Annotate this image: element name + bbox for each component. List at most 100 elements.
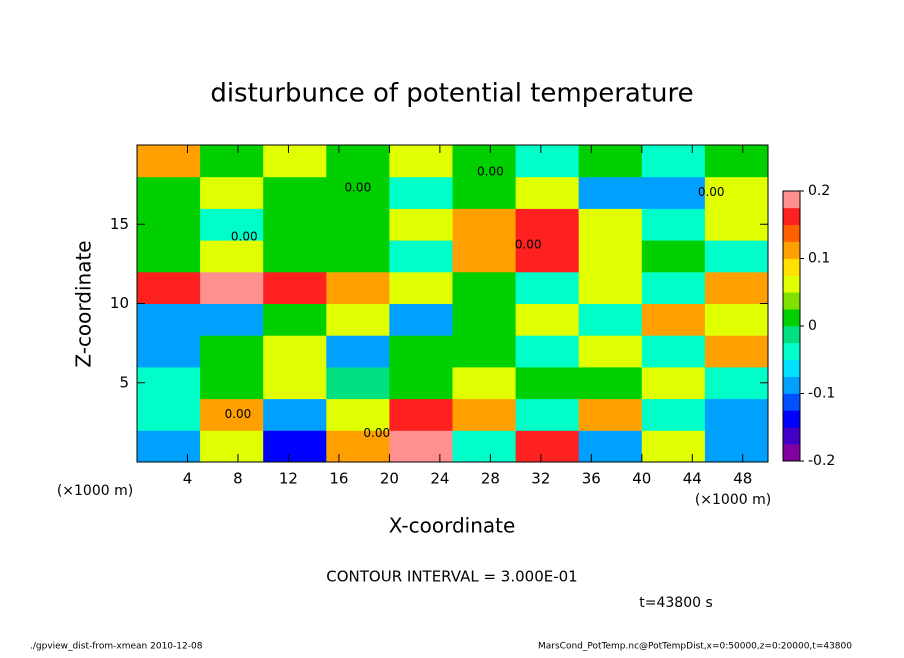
colorbar-bin <box>783 207 800 226</box>
colorbar-tick-label: -0.2 <box>808 453 835 469</box>
cell <box>515 335 580 368</box>
contour-label: 0.00 <box>698 185 725 199</box>
cell <box>200 240 264 273</box>
cell <box>389 145 453 178</box>
cell <box>263 430 327 463</box>
cell <box>641 430 706 463</box>
cell <box>704 303 769 336</box>
y-tick-label: 15 <box>110 215 129 233</box>
footer-left: ./gpview_dist-from-xmean 2010-12-08 <box>30 642 203 652</box>
cell <box>200 145 264 178</box>
colorbar-bin <box>783 410 800 428</box>
contour-label: 0.00 <box>231 229 258 243</box>
cell <box>326 240 390 273</box>
cell <box>515 145 580 178</box>
colorbar-bin <box>783 326 800 344</box>
cell <box>704 240 769 273</box>
cell <box>452 398 517 431</box>
cell <box>578 240 643 273</box>
cell <box>641 208 706 241</box>
cell <box>515 398 580 431</box>
cell <box>263 271 327 304</box>
footer-right: MarsCond_PotTemp.nc@PotTempDist,x=0:5000… <box>538 642 852 652</box>
cell <box>515 176 580 209</box>
cell <box>704 430 769 463</box>
contour-label: 0.00 <box>515 237 542 251</box>
cell <box>452 176 517 209</box>
contour-label: 0.00 <box>225 407 252 421</box>
y-axis-label: Z-coordinate <box>72 240 96 367</box>
cell <box>200 176 264 209</box>
cell <box>137 303 201 336</box>
cell <box>137 176 201 209</box>
cell <box>389 208 453 241</box>
cell <box>641 366 706 400</box>
cell <box>263 240 327 273</box>
cell <box>326 398 390 431</box>
colorbar-tick-label: 0 <box>808 318 817 334</box>
colorbar-bin <box>783 258 800 276</box>
x-tick-label: 4 <box>183 470 193 488</box>
colorbar-bin <box>783 224 800 242</box>
cell <box>326 335 390 368</box>
colorbar-bin <box>783 359 800 377</box>
cell <box>704 271 769 304</box>
cell <box>200 335 264 368</box>
cell <box>263 145 327 178</box>
cell <box>515 303 580 336</box>
cell <box>326 271 390 304</box>
contour-label: 0.00 <box>363 426 390 440</box>
cell <box>263 176 327 209</box>
cell <box>263 335 327 368</box>
cell <box>704 398 769 431</box>
cell <box>515 430 580 463</box>
cell <box>326 430 390 463</box>
cell <box>326 176 390 209</box>
cell <box>704 366 769 400</box>
cell <box>578 430 643 463</box>
cell <box>452 335 517 368</box>
cell <box>137 335 201 368</box>
colorbar-tick-label: 0.2 <box>808 183 830 199</box>
cell <box>389 366 453 400</box>
cell <box>137 208 201 241</box>
x-tick-label: 32 <box>531 470 550 488</box>
colorbar-bin <box>783 376 800 394</box>
cell <box>452 366 517 400</box>
x-tick-label: 8 <box>233 470 243 488</box>
cell <box>641 398 706 431</box>
x-tick-label: 16 <box>329 470 348 488</box>
cell <box>389 271 453 304</box>
cell <box>263 208 327 241</box>
colorbar-bin <box>783 427 800 445</box>
contour-label: 0.00 <box>477 164 504 178</box>
cell <box>389 398 453 431</box>
cell <box>578 271 643 304</box>
cell <box>200 366 264 400</box>
x-axis-label: X-coordinate <box>389 514 516 538</box>
cell <box>578 145 643 178</box>
colorbar-bin <box>783 309 800 327</box>
cell <box>452 430 517 463</box>
colorbar-bin <box>783 241 800 259</box>
cell <box>641 335 706 368</box>
cell <box>515 366 580 400</box>
contour-label: 0.00 <box>344 180 371 194</box>
cell <box>137 145 201 178</box>
x-tick-label: 48 <box>733 470 752 488</box>
x-tick-label: 28 <box>481 470 500 488</box>
time-label: t=43800 s <box>639 595 713 611</box>
cell <box>389 335 453 368</box>
colorbar-bin <box>783 275 800 293</box>
cell <box>578 208 643 241</box>
cell <box>641 240 706 273</box>
cell <box>452 271 517 304</box>
x-tick-label: 24 <box>430 470 449 488</box>
x-tick-label: 12 <box>279 470 298 488</box>
cell <box>578 398 643 431</box>
cell <box>641 271 706 304</box>
x-unit: (×1000 m) <box>695 492 771 508</box>
cell <box>137 271 201 304</box>
cell <box>263 398 327 431</box>
cell <box>704 208 769 241</box>
